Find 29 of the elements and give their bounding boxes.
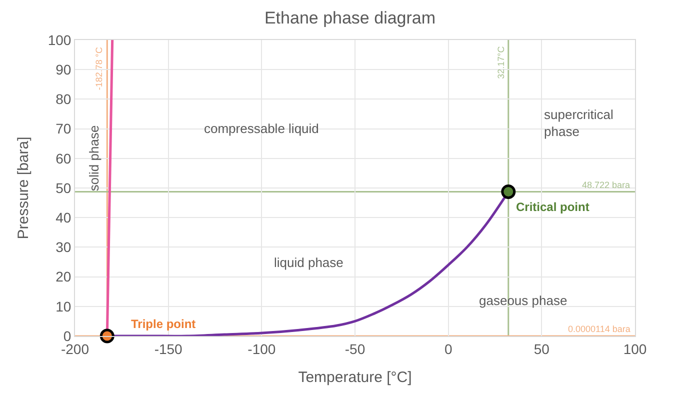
y-tick-label: 20	[56, 268, 72, 285]
y-axis-title: Pressure [bara]	[15, 136, 32, 240]
annotation: solid phase	[86, 125, 102, 192]
annotation: compressable liquid	[204, 121, 319, 136]
annotation: Triple point	[131, 317, 196, 331]
ref-line-label: 48.722 bara	[582, 180, 630, 190]
ref-line-label: 0.0000114 bara	[568, 324, 630, 334]
ref-line-label: 32.17°C	[496, 46, 506, 79]
y-tick-label: 90	[56, 62, 72, 78]
x-tick-label: 100	[623, 340, 647, 357]
y-tick-label: 40	[56, 210, 72, 226]
y-tick-label: 70	[56, 120, 72, 137]
chart-title: Ethane phase diagram	[264, 8, 436, 28]
ref-line-label: -182.78 °C	[94, 46, 104, 90]
annotation: Critical point	[516, 200, 590, 214]
y-tick-label: 10	[56, 298, 72, 314]
y-tick-label: 60	[56, 150, 72, 166]
x-tick-label: -50	[344, 340, 366, 357]
annotation: liquid phase	[274, 255, 344, 270]
x-tick-label: 50	[534, 340, 550, 357]
y-tick-label: 30	[56, 239, 72, 256]
annotation: supercritical phase	[544, 107, 614, 139]
x-axis-title: Temperature [°C]	[298, 368, 412, 386]
y-tick-label: 80	[56, 91, 72, 108]
y-tick-label: 100	[48, 32, 72, 48]
x-tick-label: -150	[154, 340, 183, 357]
y-tick-label: 50	[56, 180, 72, 196]
x-tick-label: -100	[248, 340, 276, 357]
x-tick-label: 0	[444, 340, 452, 357]
